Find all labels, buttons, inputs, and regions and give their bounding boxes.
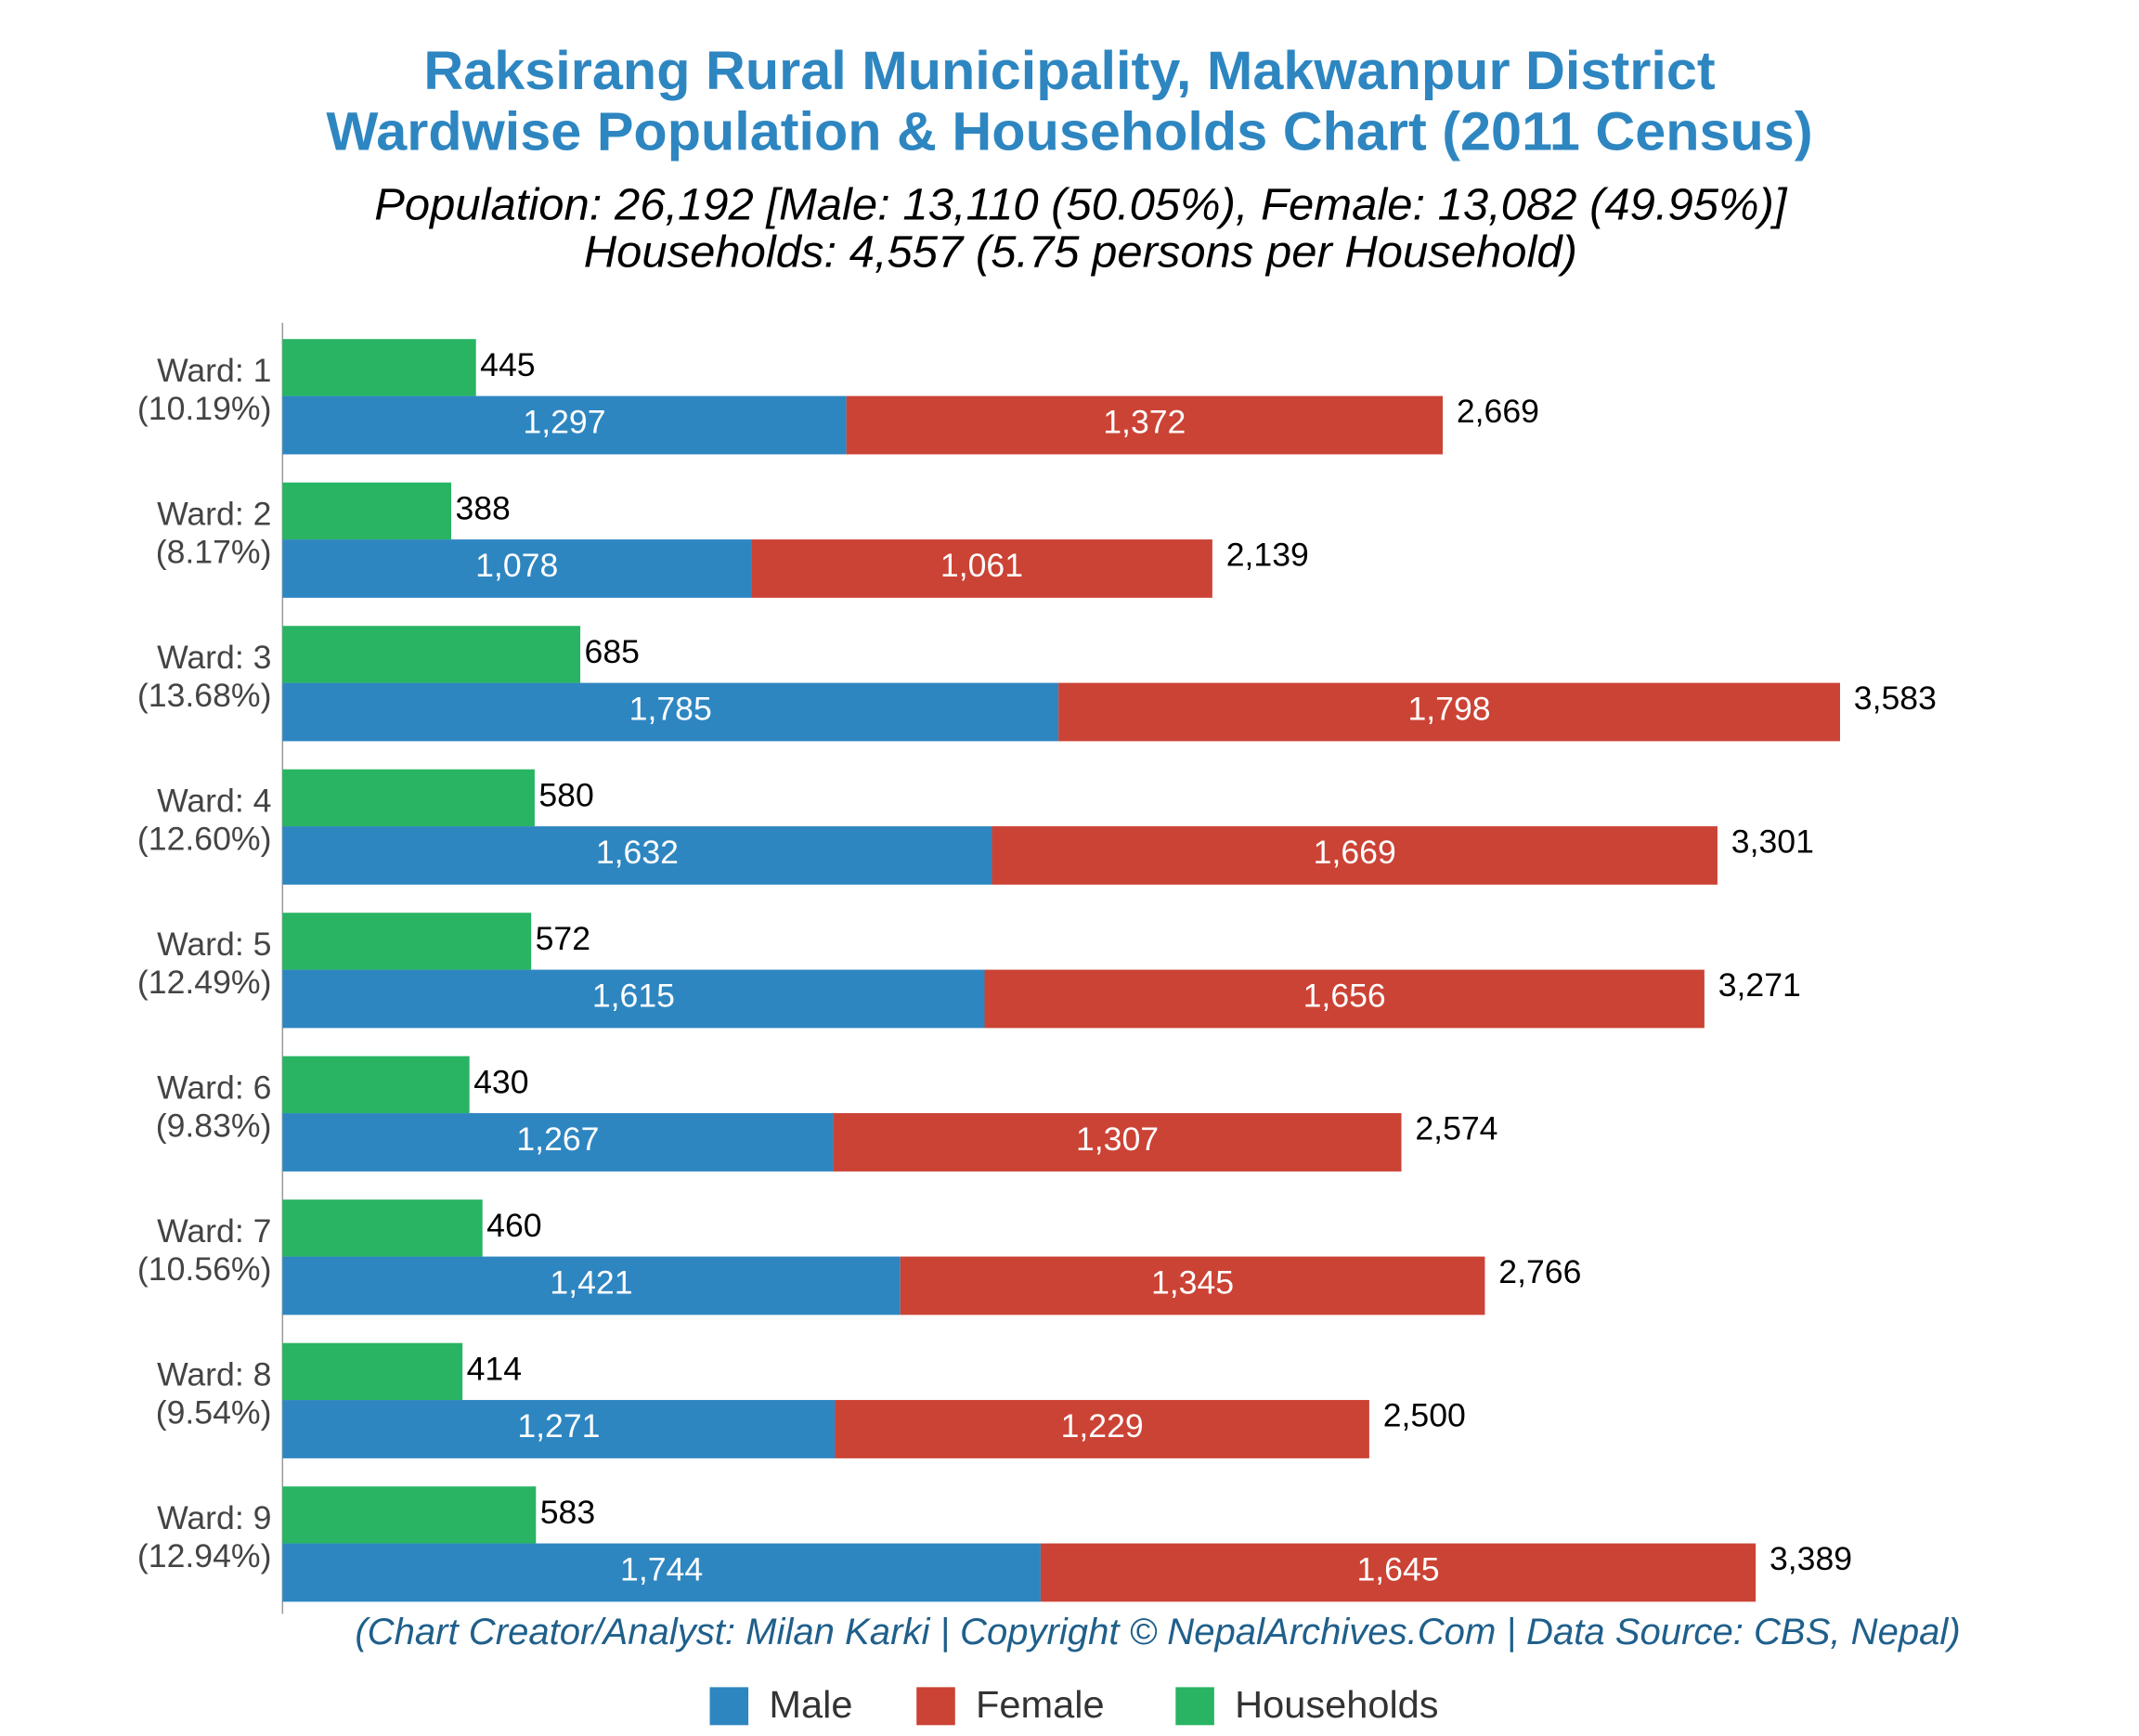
value-label: 1,785 [629, 692, 712, 728]
legend-label: Male [769, 1683, 852, 1726]
value-label: 1,615 [592, 978, 675, 1015]
y-tick-label: Ward: 2 [157, 497, 271, 533]
value-label: 1,229 [1061, 1408, 1144, 1445]
legend-swatch [709, 1687, 749, 1726]
bar-segment [835, 1400, 1369, 1458]
value-label: 1,267 [516, 1121, 599, 1158]
bar-segment [282, 682, 1059, 742]
value-label: 1,744 [620, 1552, 703, 1588]
bar-segment [282, 1400, 836, 1458]
bar-segment [751, 539, 1212, 598]
value-label: 460 [486, 1208, 541, 1244]
value-label: 1,345 [1151, 1265, 1234, 1302]
value-label: 1,645 [1356, 1552, 1439, 1588]
household-bar [282, 1342, 463, 1401]
y-tick-share: (8.17%) [156, 535, 272, 571]
total-label: 2,669 [1457, 394, 1539, 430]
value-label: 583 [540, 1495, 595, 1531]
total-label: 3,301 [1731, 824, 1814, 861]
y-tick-share: (10.56%) [137, 1251, 272, 1288]
value-label: 580 [538, 778, 593, 814]
y-tick-label: Ward: 8 [157, 1357, 271, 1393]
bar-segment [1040, 1543, 1757, 1602]
bar-segment [984, 969, 1705, 1029]
bar-segment [282, 395, 847, 455]
value-label: 1,632 [596, 835, 679, 871]
legend-label: Households [1235, 1683, 1438, 1726]
y-tick-share: (9.54%) [156, 1395, 272, 1432]
value-label: 445 [480, 347, 535, 383]
household-bar [282, 339, 476, 396]
bar-segment [833, 1113, 1402, 1172]
y-tick-share: (10.19%) [137, 391, 272, 427]
bar-segment [1058, 682, 1840, 742]
legend-swatch [916, 1687, 955, 1726]
y-tick-label: Ward: 1 [157, 353, 271, 389]
total-label: 2,139 [1226, 538, 1309, 574]
value-label: 685 [585, 634, 640, 670]
bar-segment [900, 1256, 1485, 1315]
y-tick-share: (12.49%) [137, 965, 272, 1001]
value-label: 572 [536, 921, 590, 957]
y-tick-label: Ward: 9 [157, 1500, 271, 1536]
value-label: 414 [467, 1352, 522, 1388]
value-label: 1,656 [1303, 978, 1386, 1015]
value-label: 1,307 [1076, 1121, 1159, 1158]
total-label: 2,766 [1498, 1254, 1581, 1290]
total-label: 3,583 [1854, 680, 1937, 717]
household-bar [282, 1199, 483, 1257]
value-label: 1,421 [550, 1265, 632, 1302]
y-tick-share: (12.60%) [137, 822, 272, 858]
total-label: 3,271 [1718, 967, 1801, 1004]
chart-subtitle: Households: 4,557 (5.75 persons per Hous… [584, 227, 1577, 278]
y-tick-share: (9.83%) [156, 1108, 272, 1145]
y-tick-label: Ward: 7 [157, 1213, 271, 1250]
value-label: 1,078 [475, 548, 558, 584]
household-bar [282, 769, 535, 827]
value-label: 1,271 [517, 1408, 600, 1445]
bar-segment [282, 1113, 834, 1172]
credit: (Chart Creator/Analyst: Milan Karki | Co… [355, 1612, 1960, 1652]
value-label: 1,061 [940, 548, 1023, 584]
y-tick-label: Ward: 6 [157, 1070, 271, 1107]
household-bar [282, 1056, 470, 1114]
value-label: 1,669 [1314, 835, 1396, 871]
bar-segment [846, 395, 1444, 455]
bar-segment [282, 969, 985, 1029]
chart-title: Wardwise Population & Households Chart (… [326, 102, 1812, 162]
household-bar [282, 626, 581, 683]
legend-swatch [1175, 1687, 1214, 1726]
bar-segment [992, 826, 1718, 885]
y-tick-share: (12.94%) [137, 1538, 272, 1574]
total-label: 2,574 [1415, 1111, 1497, 1147]
total-label: 2,500 [1383, 1398, 1466, 1434]
total-label: 3,389 [1770, 1541, 1852, 1577]
y-tick-share: (13.68%) [137, 678, 272, 714]
value-label: 1,372 [1103, 405, 1186, 441]
y-tick-label: Ward: 4 [157, 784, 271, 820]
value-label: 1,798 [1407, 692, 1490, 728]
y-tick-label: Ward: 5 [157, 926, 271, 963]
bar-segment [282, 1256, 901, 1315]
bar-segment [282, 539, 752, 598]
value-label: 388 [455, 491, 510, 527]
chart-subtitle: Population: 26,192 [Male: 13,110 (50.05%… [374, 180, 1788, 230]
household-bar [282, 482, 452, 540]
bar-segment [282, 1543, 1041, 1602]
chart-title: Raksirang Rural Municipality, Makwanpur … [423, 41, 1715, 100]
legend-label: Female [976, 1683, 1105, 1726]
bar-segment [282, 826, 992, 885]
household-bar [282, 1486, 537, 1544]
household-bar [282, 913, 532, 970]
y-tick-label: Ward: 3 [157, 640, 271, 676]
value-label: 1,297 [523, 405, 605, 441]
value-label: 430 [473, 1065, 528, 1101]
